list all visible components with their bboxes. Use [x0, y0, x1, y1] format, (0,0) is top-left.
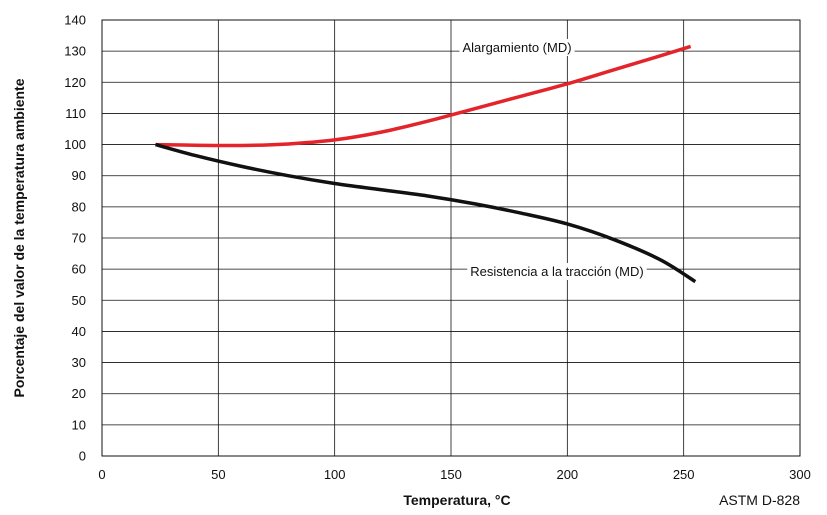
y-tick-label: 30 [72, 355, 86, 370]
elongation-line [155, 44, 692, 148]
tensile-strength-line [155, 142, 697, 284]
y-tick-label: 100 [64, 137, 86, 152]
y-tick-label: 20 [72, 386, 86, 401]
y-tick-label: 140 [64, 13, 86, 28]
y-tick-label: 120 [64, 75, 86, 90]
y-tick-label: 80 [72, 199, 86, 214]
series-labels: Alargamiento (MD) Resistencia a la tracci… [459, 39, 647, 280]
y-tick-label: 70 [72, 231, 86, 246]
elongation-label-background [459, 39, 575, 56]
x-tick-label: 100 [324, 467, 346, 482]
x-tick-label: 150 [440, 467, 462, 482]
x-axis-title: Temperatura, °C [403, 492, 510, 508]
elongation-label-group: Alargamiento (MD) [459, 39, 575, 56]
plot-frame [101, 19, 801, 457]
x-tick-label: 200 [556, 467, 578, 482]
tensile-strength-label: Resistencia a la tracción (MD) [470, 264, 643, 279]
grid [101, 19, 801, 457]
series-lines [155, 44, 697, 284]
source-note: ASTM D-828 [719, 492, 800, 508]
y-tick-label: 40 [72, 324, 86, 339]
y-tick-label: 0 [79, 449, 86, 464]
y-axis-title: Porcentaje del valor de la temperatura a… [11, 78, 27, 397]
y-tick-label: 10 [72, 417, 86, 432]
y-tick-label: 130 [64, 44, 86, 59]
x-tick-label: 250 [673, 467, 695, 482]
y-tick-labels: 0 10 20 30 40 50 60 70 80 90 100 110 120 130 140 [64, 13, 86, 464]
x-tick-label: 300 [789, 467, 811, 482]
y-tick-label: 50 [72, 293, 86, 308]
x-tick-labels: 0 50 100 150 200 250 300 [98, 467, 810, 482]
tensile-strength-label-group: Resistencia a la tracción (MD) [467, 263, 647, 280]
y-tick-label: 90 [72, 168, 86, 183]
elongation-label: Alargamiento (MD) [462, 40, 571, 55]
y-tick-label: 60 [72, 262, 86, 277]
x-tick-label: 50 [211, 467, 225, 482]
tensile-strength-label-background [467, 263, 647, 280]
y-tick-label: 110 [65, 106, 86, 121]
x-tick-label: 0 [98, 467, 105, 482]
